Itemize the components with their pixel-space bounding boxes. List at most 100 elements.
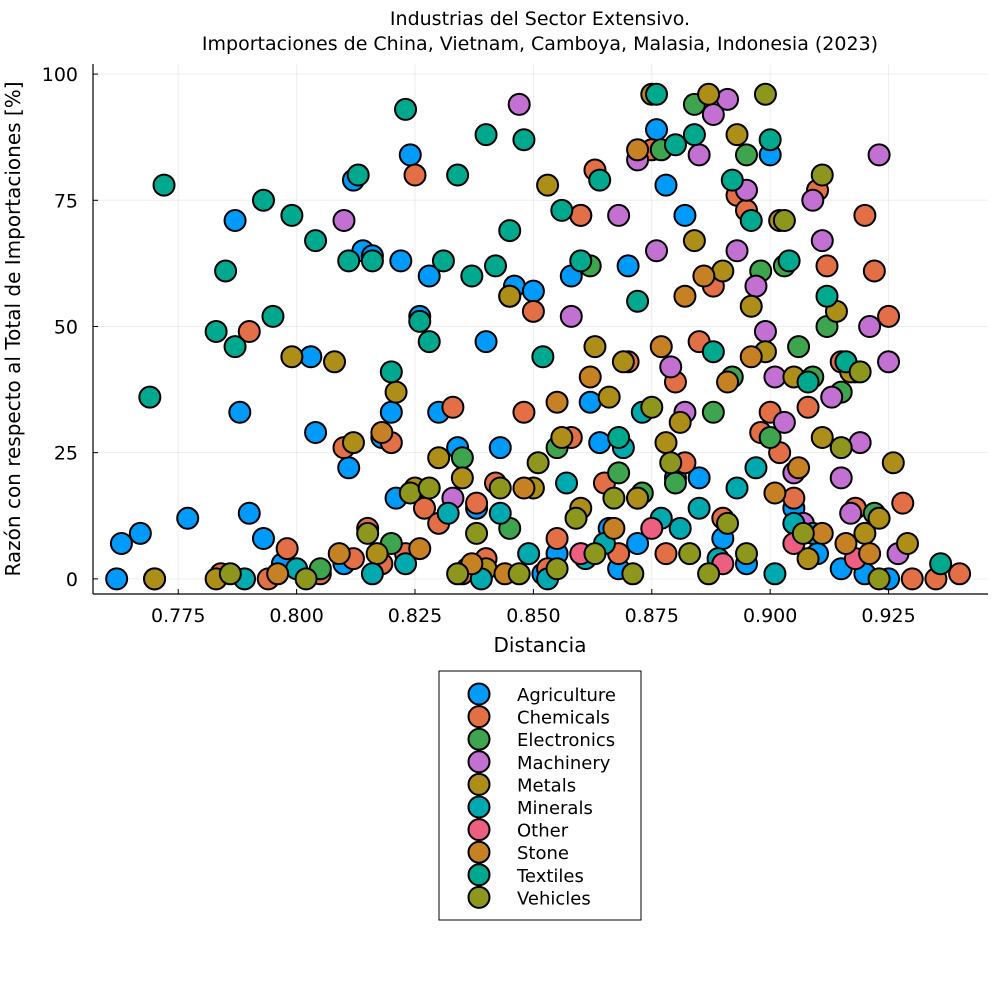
- data-point-textiles: [417, 330, 441, 354]
- x-tick-label: 0.850: [506, 605, 560, 627]
- data-point-agriculture: [398, 143, 422, 167]
- data-point-textiles: [484, 254, 508, 278]
- data-point-vehicles: [734, 542, 758, 566]
- data-point-textiles: [758, 128, 782, 152]
- data-point-agriculture: [105, 567, 129, 591]
- data-point-machinery: [332, 208, 356, 232]
- data-point-textiles: [682, 123, 706, 147]
- data-point-textiles: [739, 208, 763, 232]
- data-point-chemicals: [512, 400, 536, 424]
- data-point-vehicles: [545, 557, 569, 581]
- legend-marker: [467, 682, 491, 706]
- y-tick-label: 100: [42, 64, 78, 86]
- data-point-chemicals: [465, 491, 489, 515]
- data-point-stone: [545, 390, 569, 414]
- data-point-textiles: [251, 188, 275, 212]
- data-point-stone: [408, 537, 432, 561]
- data-point-textiles: [346, 163, 370, 187]
- data-point-metals: [654, 431, 678, 455]
- data-point-minerals: [488, 501, 512, 525]
- data-point-agriculture: [304, 420, 328, 444]
- data-point-electronics: [758, 426, 782, 450]
- y-tick-label: 25: [54, 443, 78, 465]
- data-point-textiles: [815, 284, 839, 308]
- data-point-machinery: [725, 239, 749, 263]
- data-point-vehicles: [583, 542, 607, 566]
- legend: AgricultureChemicalsElectronicsMachinery…: [438, 670, 642, 921]
- x-axis-label: Distancia: [494, 633, 587, 657]
- data-point-machinery: [839, 501, 863, 525]
- data-point-textiles: [214, 259, 238, 283]
- data-point-metals: [550, 426, 574, 450]
- data-point-textiles: [280, 203, 304, 227]
- data-point-textiles: [626, 289, 650, 313]
- data-point-textiles: [152, 173, 176, 197]
- data-point-vehicles: [810, 163, 834, 187]
- data-point-stone: [834, 532, 858, 556]
- data-point-agriculture: [687, 466, 711, 490]
- data-point-agriculture: [616, 254, 640, 278]
- data-point-textiles: [645, 82, 669, 106]
- data-point-agriculture: [389, 249, 413, 273]
- data-point-textiles: [607, 426, 631, 450]
- data-point-other: [640, 516, 664, 540]
- data-point-minerals: [744, 456, 768, 480]
- data-point-metals: [583, 335, 607, 359]
- data-point-machinery: [858, 314, 882, 338]
- data-point-textiles: [337, 249, 361, 273]
- data-point-stone: [716, 370, 740, 394]
- data-point-vehicles: [526, 451, 550, 475]
- data-point-textiles: [720, 168, 744, 192]
- data-point-machinery: [867, 143, 891, 167]
- legend-label: Agriculture: [517, 685, 616, 706]
- data-point-vehicles: [507, 562, 531, 586]
- data-point-textiles: [588, 168, 612, 192]
- legend-marker: [467, 705, 491, 729]
- data-point-vehicles: [697, 562, 721, 586]
- data-point-textiles: [777, 249, 801, 273]
- data-point-chemicals: [545, 526, 569, 550]
- data-point-textiles: [929, 552, 953, 576]
- data-point-vehicles: [621, 562, 645, 586]
- data-point-agriculture: [237, 501, 261, 525]
- data-point-metals: [697, 82, 721, 106]
- data-point-electronics: [701, 400, 725, 424]
- data-point-metals: [796, 547, 820, 571]
- data-point-agriculture: [578, 390, 602, 414]
- data-point-metals: [739, 294, 763, 318]
- data-point-metals: [895, 532, 919, 556]
- data-point-vehicles: [829, 436, 853, 460]
- data-point-textiles: [460, 264, 484, 288]
- data-point-chemicals: [782, 486, 806, 510]
- data-point-vehicles: [753, 82, 777, 106]
- series-textiles: [138, 82, 953, 576]
- data-point-vehicles: [218, 562, 242, 586]
- legend-marker: [467, 772, 491, 796]
- data-point-chemicals: [815, 254, 839, 278]
- data-point-agriculture: [109, 532, 133, 556]
- legend-marker: [467, 727, 491, 751]
- data-point-stone: [626, 138, 650, 162]
- data-point-agriculture: [673, 203, 697, 227]
- legend-label: Metals: [517, 775, 576, 796]
- data-point-chemicals: [796, 395, 820, 419]
- legend-label: Electronics: [517, 730, 615, 751]
- data-point-agriculture: [654, 173, 678, 197]
- data-point-chemicals: [900, 567, 924, 591]
- data-point-agriculture: [488, 436, 512, 460]
- data-point-vehicles: [640, 395, 664, 419]
- data-point-textiles: [569, 249, 593, 273]
- data-point-stone: [787, 456, 811, 480]
- data-point-textiles: [408, 309, 432, 333]
- data-point-stone: [602, 516, 626, 540]
- x-tick-label: 0.775: [151, 605, 205, 627]
- data-point-machinery: [687, 143, 711, 167]
- data-point-minerals: [360, 562, 384, 586]
- data-point-machinery: [645, 239, 669, 263]
- data-point-agriculture: [337, 456, 361, 480]
- data-point-metals: [626, 486, 650, 510]
- data-point-textiles: [261, 304, 285, 328]
- data-point-textiles: [474, 123, 498, 147]
- data-point-chemicals: [891, 491, 915, 515]
- data-point-stone: [739, 345, 763, 369]
